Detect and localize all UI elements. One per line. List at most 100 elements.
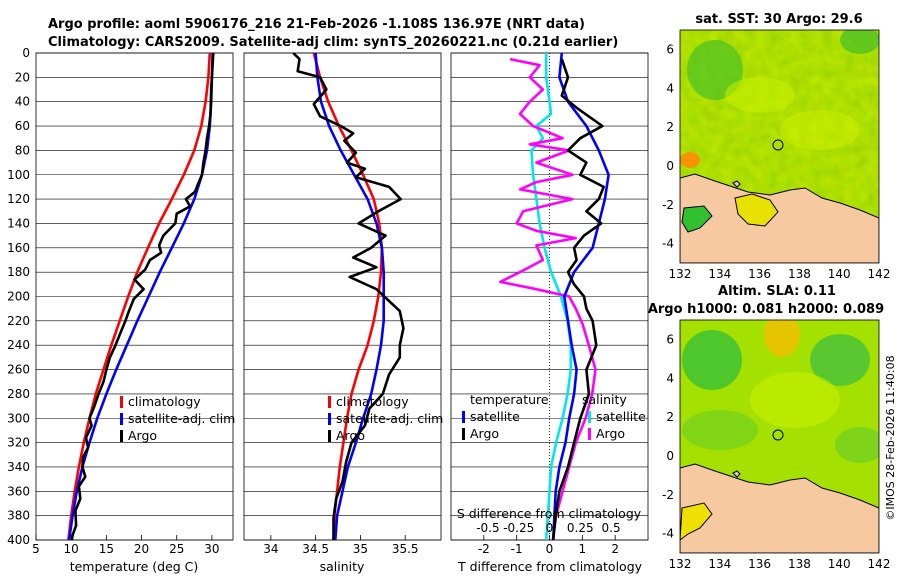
title-line-1: Argo profile: aoml 5906176_216 21-Feb-20… bbox=[48, 17, 585, 32]
sst-cool-patch bbox=[840, 30, 879, 54]
series-line-s-satellite bbox=[551, 52, 610, 541]
legend-label-s-argo: Argo bbox=[596, 426, 625, 441]
land-island bbox=[680, 502, 713, 541]
land-mass bbox=[680, 463, 879, 553]
argo-position-marker bbox=[772, 429, 784, 441]
argo-position-marker bbox=[772, 139, 784, 151]
sla-map: Altim. SLA: 0.11 Argo h1000: 0.081 h2000… bbox=[648, 284, 891, 571]
legend-label-s-satellite: satellite bbox=[596, 409, 646, 424]
x-tick-label: 2 bbox=[611, 542, 619, 556]
legend-label-argo: Argo bbox=[128, 428, 157, 443]
x-tick-label: 10 bbox=[64, 542, 79, 556]
series-line-s-argo bbox=[551, 58, 606, 541]
y-tick-label: 120 bbox=[7, 192, 30, 206]
x-tick-label: 142 bbox=[868, 557, 891, 571]
x-tick-label: 136 bbox=[748, 557, 771, 571]
y-tick-label: 2 bbox=[666, 120, 674, 134]
y-tick-label: 0 bbox=[666, 159, 674, 173]
y-tick-label: 100 bbox=[7, 168, 30, 182]
series-line-climatology bbox=[312, 52, 384, 541]
sla-low-patch bbox=[810, 334, 870, 386]
y-tick-label: 60 bbox=[15, 119, 30, 133]
x-tick-label: -2 bbox=[478, 542, 490, 556]
s-tick-label: 0.25 bbox=[567, 521, 594, 535]
legend-label-argo: Argo bbox=[336, 428, 365, 443]
s-difference-label: S difference from climatology bbox=[457, 506, 642, 521]
y-tick-label: 320 bbox=[7, 436, 30, 450]
x-tick-label: 5 bbox=[32, 542, 40, 556]
legend-swatch-t-argo bbox=[462, 428, 465, 440]
x-tick-label: 20 bbox=[134, 542, 149, 556]
x-tick-label: 136 bbox=[748, 267, 771, 281]
legend-swatch-satellite bbox=[120, 413, 123, 425]
y-tick-label: 6 bbox=[666, 332, 674, 346]
y-tick-label: 0 bbox=[22, 46, 30, 60]
sst-hot-spot bbox=[680, 152, 700, 168]
island bbox=[732, 180, 741, 188]
series-line-t-argo bbox=[498, 57, 597, 541]
legend-title-temperature: temperature bbox=[470, 392, 549, 407]
x-tick-label: 132 bbox=[669, 557, 692, 571]
sst-map: sat. SST: 30 Argo: 29.6 132 134 136 138 140 1… bbox=[662, 12, 890, 281]
legend-swatch-climatology bbox=[120, 396, 123, 408]
legend-swatch-t-satellite bbox=[462, 411, 465, 423]
salinity-xlabel: salinity bbox=[320, 559, 365, 574]
series-line-argo bbox=[292, 52, 405, 540]
sla-mid-patch bbox=[750, 372, 840, 428]
x-tick-label: 15 bbox=[99, 542, 114, 556]
legend-swatch-s-argo bbox=[588, 428, 591, 440]
x-tick-label: 134 bbox=[708, 267, 731, 281]
legend-title-salinity: salinity bbox=[582, 392, 627, 407]
sla-mid-patch bbox=[835, 427, 879, 463]
difference-panel: -2 -1 0 1 2 -0.5 -0.25 0 0.25 0.5 S difference f… bbox=[450, 52, 649, 574]
x-tick-label: 0 bbox=[546, 542, 554, 556]
x-tick-label: 30 bbox=[204, 542, 219, 556]
legend-label-t-argo: Argo bbox=[470, 426, 499, 441]
x-tick-label: 138 bbox=[788, 267, 811, 281]
y-tick-label: 4 bbox=[666, 81, 674, 95]
s-tick-label: -0.25 bbox=[503, 521, 534, 535]
t-difference-xlabel: T difference from climatology bbox=[457, 559, 643, 574]
y-tick-label: 4 bbox=[666, 371, 674, 385]
x-tick-label: 34.5 bbox=[302, 542, 329, 556]
y-tick-label: 280 bbox=[7, 387, 30, 401]
land-island bbox=[681, 205, 713, 233]
y-tick-label: 40 bbox=[15, 95, 30, 109]
sst-warm-patch bbox=[780, 110, 860, 150]
x-tick-label: 138 bbox=[788, 557, 811, 571]
legend-swatch-argo bbox=[328, 430, 331, 442]
sla-low-patch bbox=[682, 330, 742, 390]
legend-swatch-s-satellite bbox=[588, 411, 591, 423]
x-tick-label: 132 bbox=[669, 267, 692, 281]
legend-swatch-climatology bbox=[328, 396, 331, 408]
x-tick-label: 25 bbox=[169, 542, 184, 556]
sst-warm-patch bbox=[725, 77, 795, 113]
series-line-climatology bbox=[67, 52, 212, 541]
s-tick-label: 0.5 bbox=[602, 521, 621, 535]
y-tick-label: 6 bbox=[666, 42, 674, 56]
y-tick-label: 2 bbox=[666, 410, 674, 424]
salinity-panel: 34 34.5 35 35.5 salinity climatology satell… bbox=[243, 52, 443, 574]
salinity-legend: climatology satellite-adj. clim Argo bbox=[328, 394, 443, 443]
legend-label-climatology: climatology bbox=[128, 394, 201, 409]
y-tick-label: 200 bbox=[7, 290, 30, 304]
legend-label-satellite: satellite-adj. clim bbox=[128, 411, 235, 426]
legend-swatch-argo bbox=[120, 430, 123, 442]
sla-high-patch bbox=[764, 320, 800, 357]
y-tick-label: 220 bbox=[7, 314, 30, 328]
temperature-xlabel: temperature (deg C) bbox=[70, 559, 199, 574]
y-tick-label: -4 bbox=[662, 527, 674, 541]
series-line-argo bbox=[70, 52, 215, 541]
series-line-t-satellite bbox=[530, 53, 573, 541]
temperature-panel: 5 10 15 20 25 30 0 20 40 60 80 100 120 140 160 180 200 2… bbox=[7, 46, 235, 574]
y-tick-label: 400 bbox=[7, 533, 30, 547]
sst-map-title: sat. SST: 30 Argo: 29.6 bbox=[695, 12, 862, 27]
legend-label-t-satellite: satellite bbox=[470, 409, 520, 424]
sla-map-title: Altim. SLA: 0.11 bbox=[718, 284, 836, 299]
y-tick-label: 260 bbox=[7, 363, 30, 377]
y-tick-label: -2 bbox=[662, 198, 674, 212]
y-tick-label: -2 bbox=[662, 488, 674, 502]
title-line-2: Climatology: CARS2009. Satellite-adj cli… bbox=[48, 35, 618, 50]
x-tick-label: 140 bbox=[828, 267, 851, 281]
legend-swatch-satellite bbox=[328, 413, 331, 425]
